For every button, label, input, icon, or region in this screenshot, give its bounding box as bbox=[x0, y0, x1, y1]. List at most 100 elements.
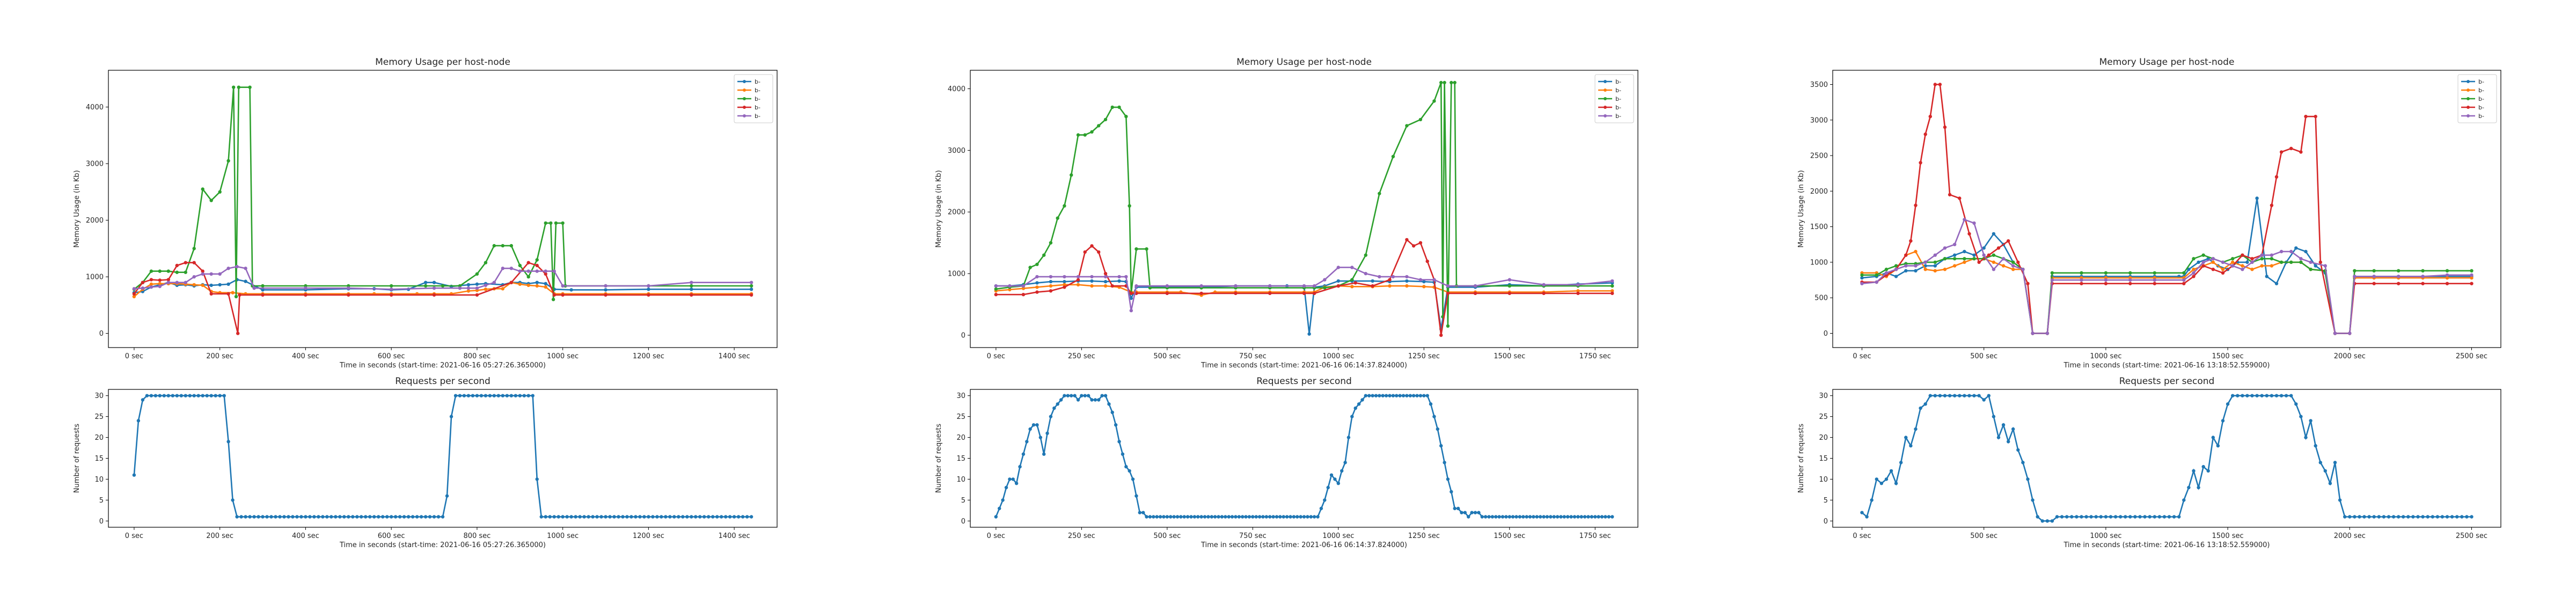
requests-series-point bbox=[2435, 515, 2440, 519]
memory-series-5-point bbox=[1904, 264, 1908, 268]
requests-series-point bbox=[2026, 477, 2030, 481]
memory-series-3-point bbox=[2299, 260, 2303, 264]
requests-series-point bbox=[501, 394, 504, 397]
requests-series-point bbox=[552, 515, 556, 519]
memory-series-5-point bbox=[2372, 275, 2376, 278]
requests-series-point bbox=[1247, 515, 1252, 519]
requests-series-point bbox=[1532, 515, 1535, 519]
memory-series-1-point bbox=[423, 281, 428, 284]
requests-series-point bbox=[2382, 515, 2386, 519]
memory-series-5-point bbox=[158, 284, 162, 289]
legend-marker bbox=[2467, 88, 2470, 92]
requests-series-point bbox=[1100, 394, 1104, 397]
requests-series-point bbox=[162, 394, 166, 397]
memory-series-2-point bbox=[231, 291, 235, 294]
requests-series-point bbox=[664, 515, 668, 519]
memory-series-5-point bbox=[149, 285, 153, 289]
requests-series-point bbox=[192, 394, 196, 397]
memory-series-1-point bbox=[1860, 276, 1864, 280]
memory-series-5-point bbox=[2470, 273, 2473, 277]
memory-series-5-point bbox=[2270, 253, 2274, 257]
requests-series-point bbox=[153, 394, 158, 397]
memory-series-5-point bbox=[1884, 271, 1889, 275]
memory-series-5-point bbox=[647, 284, 650, 288]
requests-series-point bbox=[2450, 515, 2454, 519]
memory-series-1-point bbox=[2197, 260, 2200, 264]
requests-series-point bbox=[2133, 515, 2137, 519]
memory-ytick-label: 1000 bbox=[86, 274, 104, 282]
requests-series-point bbox=[1073, 394, 1077, 397]
requests-series-point bbox=[1894, 482, 1898, 485]
requests-ylabel: Number of requests bbox=[1797, 424, 1805, 493]
memory-chart: Memory Usage per host-node 0 sec 500 sec 10… bbox=[1797, 57, 2501, 370]
requests-series-point bbox=[1261, 515, 1265, 519]
memory-series-3-point bbox=[2201, 253, 2205, 257]
requests-series-point bbox=[1206, 515, 1210, 519]
requests-series-point bbox=[625, 515, 629, 519]
memory-series-5-point bbox=[509, 267, 513, 270]
requests-series-point bbox=[2284, 394, 2288, 397]
memory-series-4-point bbox=[1234, 291, 1238, 296]
requests-series-point bbox=[2411, 515, 2415, 519]
memory-series-5-point bbox=[1268, 284, 1272, 288]
requests-series-point bbox=[1943, 394, 1947, 397]
memory-series-1-point bbox=[1307, 332, 1311, 336]
memory-series-3-point bbox=[526, 275, 530, 279]
requests-ylabel: Number of requests bbox=[935, 424, 943, 493]
requests-series-point bbox=[1302, 515, 1306, 519]
requests-series-point bbox=[1326, 485, 1330, 490]
memory-series-4-point bbox=[201, 269, 204, 273]
requests-series-point bbox=[2182, 498, 2186, 502]
requests-series-point bbox=[2075, 515, 2079, 519]
requests-series-point bbox=[1408, 394, 1412, 397]
requests-series-point bbox=[175, 394, 179, 397]
memory-series-5-point bbox=[226, 267, 230, 270]
memory-series-4-point bbox=[184, 261, 187, 264]
requests-series-point bbox=[2192, 469, 2196, 473]
requests-series-point bbox=[269, 515, 273, 519]
memory-ytick-label: 2000 bbox=[948, 209, 965, 217]
memory-series-3-point bbox=[149, 269, 153, 273]
requests-series-point bbox=[1953, 394, 1957, 397]
requests-series-point bbox=[1227, 515, 1231, 519]
memory-series-4-point bbox=[1938, 83, 1942, 86]
requests-series-point bbox=[1439, 444, 1443, 448]
memory-series-4-point bbox=[690, 293, 693, 297]
requests-series-point bbox=[2084, 515, 2088, 519]
memory-series-5-point bbox=[1507, 278, 1511, 282]
memory-series-1-point bbox=[1063, 279, 1066, 284]
requests-series-point bbox=[364, 515, 368, 519]
memory-series-4-point bbox=[1049, 289, 1053, 293]
legend-box bbox=[1594, 74, 1634, 123]
requests-series-point bbox=[1063, 394, 1066, 397]
requests-series-point bbox=[2157, 515, 2162, 519]
requests-ytick-label: 15 bbox=[94, 455, 104, 463]
requests-series-point bbox=[1271, 515, 1275, 519]
memory-xtick-label: 1000 sec bbox=[547, 352, 579, 360]
requests-series-point bbox=[2265, 394, 2268, 397]
legend-label: b- bbox=[2478, 104, 2484, 111]
requests-series-point bbox=[1148, 515, 1152, 519]
memory-series-2-point bbox=[2250, 268, 2254, 271]
memory-series-5-point bbox=[604, 284, 608, 288]
memory-series-4-point bbox=[2250, 257, 2254, 261]
memory-series-4-point bbox=[526, 261, 530, 264]
memory-series-4-point bbox=[2304, 115, 2308, 119]
memory-series-4-point bbox=[1909, 239, 1913, 243]
memory-series-3-point bbox=[2104, 271, 2108, 275]
memory-series-4-point bbox=[2241, 253, 2244, 257]
requests-series-point bbox=[1569, 515, 1573, 519]
memory-series-3-point bbox=[1450, 80, 1453, 85]
memory-series-5-point bbox=[2231, 264, 2235, 268]
requests-series-point bbox=[360, 515, 363, 519]
requests-series-point bbox=[707, 515, 711, 519]
requests-series-point bbox=[342, 515, 346, 519]
requests-series-point bbox=[239, 515, 243, 519]
requests-series-point bbox=[1066, 394, 1070, 397]
memory-series-5-point bbox=[252, 286, 256, 290]
requests-ytick-label: 5 bbox=[99, 497, 104, 505]
memory-series-1-point bbox=[690, 287, 693, 291]
requests-series-point bbox=[1264, 515, 1268, 519]
memory-chart: Memory Usage per host-node 0 sec 200 sec 40… bbox=[73, 57, 778, 370]
requests-series-point bbox=[1175, 515, 1180, 519]
